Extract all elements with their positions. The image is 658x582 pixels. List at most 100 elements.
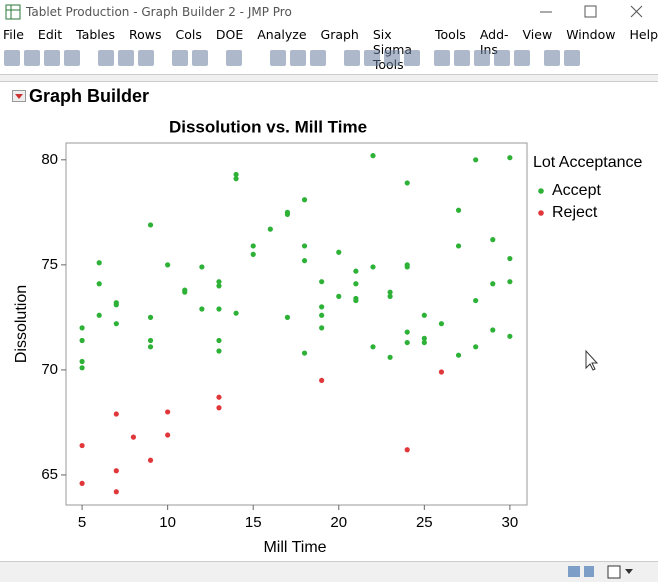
data-point [216,306,221,311]
data-point [251,243,256,248]
data-point [370,344,375,349]
data-point [216,395,221,400]
data-point [79,359,84,364]
data-point [302,197,307,202]
data-point [148,338,153,343]
data-point [251,252,256,257]
data-point [182,290,187,295]
data-point [216,283,221,288]
data-point [131,435,136,440]
data-point [388,294,393,299]
data-point [336,294,341,299]
data-point [302,350,307,355]
data-point [97,260,102,265]
data-point [405,264,410,269]
data-point [285,315,290,320]
data-point [285,212,290,217]
x-tick-label: 25 [416,514,433,531]
data-point [148,458,153,463]
data-point [490,327,495,332]
data-point [490,237,495,242]
data-point [268,227,273,232]
data-point [79,325,84,330]
mouse-cursor [586,351,597,370]
data-point [216,348,221,353]
data-point [388,355,393,360]
data-point [233,311,238,316]
data-point [507,256,512,261]
data-point [405,329,410,334]
data-point [507,334,512,339]
data-point [199,264,204,269]
legend-label: Reject [552,204,598,221]
chart-title: Dissolution vs. Mill Time [169,117,367,136]
y-tick-label: 80 [41,151,58,168]
data-point [319,325,324,330]
data-point [319,304,324,309]
data-point [507,155,512,160]
data-point [79,365,84,370]
data-point [405,180,410,185]
data-point [79,338,84,343]
data-point [114,302,119,307]
data-point [456,243,461,248]
data-point [165,409,170,414]
data-point [114,468,119,473]
data-point [233,176,238,181]
y-axis-label: Dissolution [13,285,30,363]
data-point [405,447,410,452]
data-point [473,344,478,349]
x-tick-label: 30 [502,514,519,531]
x-tick-label: 15 [245,514,262,531]
data-point [302,243,307,248]
legend-marker [538,188,544,194]
data-point [507,279,512,284]
data-point [353,269,358,274]
data-point [302,258,307,263]
legend-marker [538,210,544,216]
data-point [439,369,444,374]
y-tick-label: 75 [41,256,58,273]
data-point [165,432,170,437]
data-point [473,157,478,162]
data-point [216,338,221,343]
status-icons[interactable] [564,562,654,582]
data-point [79,481,84,486]
data-point [422,340,427,345]
x-axis-label: Mill Time [263,539,326,556]
data-point [370,153,375,158]
y-tick-label: 65 [41,466,58,483]
data-point [114,489,119,494]
data-point [148,315,153,320]
data-point [79,443,84,448]
data-point [319,313,324,318]
data-point [114,411,119,416]
data-point [97,313,102,318]
data-point [216,405,221,410]
data-point [473,298,478,303]
x-tick-label: 20 [330,514,347,531]
data-point [114,321,119,326]
chart: Dissolution vs. Mill Time Mill Time Diss… [0,0,658,560]
data-point [319,279,324,284]
data-point [165,262,170,267]
data-point [148,344,153,349]
status-bar [0,561,658,582]
y-tick-label: 70 [41,361,58,378]
data-point [199,306,204,311]
data-point [439,321,444,326]
data-point [336,250,341,255]
data-point [456,208,461,213]
data-point [456,353,461,358]
plot-frame [66,143,527,505]
data-point [405,340,410,345]
legend-label: Accept [552,182,601,199]
data-point [148,222,153,227]
data-point [319,378,324,383]
data-point [370,264,375,269]
x-tick-label: 5 [78,514,86,531]
legend-title: Lot Acceptance [533,154,643,171]
x-tick-label: 10 [159,514,176,531]
data-point [490,281,495,286]
